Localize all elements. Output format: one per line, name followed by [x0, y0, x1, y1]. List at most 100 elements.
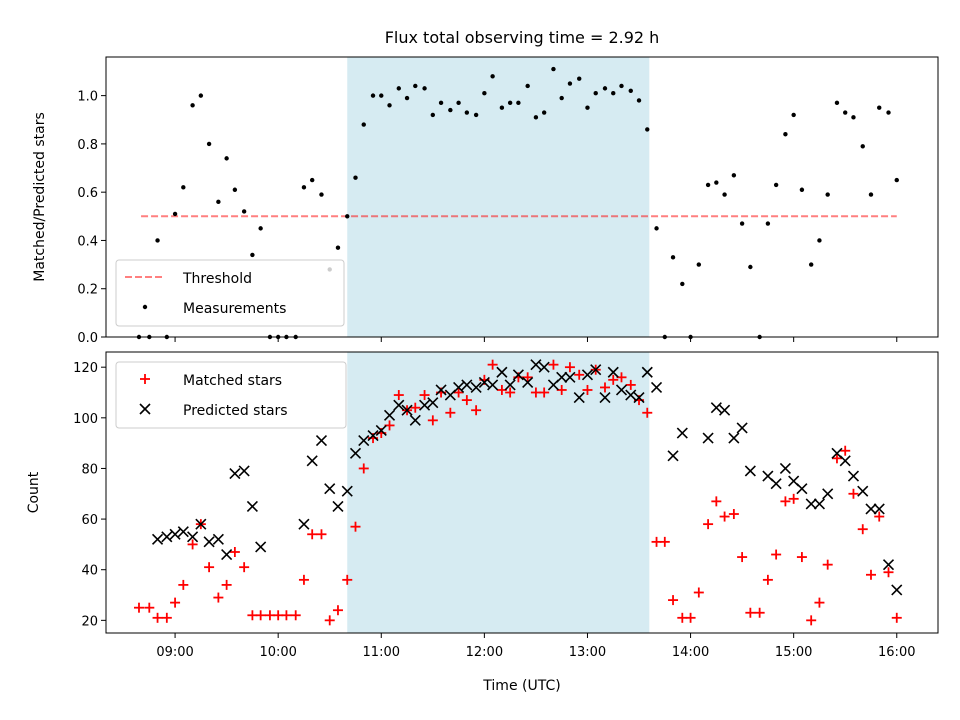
ratio-panel-frame [105, 56, 939, 338]
predicted-point-d2 [246, 500, 258, 512]
observing-band-bottom [347, 352, 650, 633]
matched-point [170, 597, 181, 608]
measurement-point [773, 182, 779, 188]
predicted-point-d2 [599, 392, 611, 404]
measurement-point [456, 100, 461, 106]
matched-point [891, 612, 902, 623]
matched-point [505, 387, 516, 398]
x-tick-label: 09:00 [156, 645, 193, 660]
predicted-point-d2 [873, 503, 885, 515]
predicted-point [770, 478, 782, 490]
measurement-point [825, 192, 830, 197]
matched-point [822, 559, 833, 570]
y-tick-label: 0.8 [77, 138, 98, 153]
matched-point [324, 615, 335, 626]
predicted-point [358, 435, 370, 447]
matched-point [471, 405, 482, 416]
predicted-point [581, 369, 594, 381]
matched-point [350, 521, 361, 532]
measurement-point [748, 264, 753, 270]
x-tick-label: 13:00 [569, 645, 606, 660]
measurement-point [216, 199, 221, 205]
measurement-point [482, 91, 487, 96]
measurement-point [490, 74, 495, 79]
predicted-point-d2 [238, 465, 250, 477]
measurement-point [379, 93, 384, 98]
y-tick-label: 80 [81, 462, 98, 477]
predicted-point-d2 [607, 366, 619, 378]
predicted-point-d2 [762, 470, 774, 482]
predicted-point [375, 424, 387, 437]
legend-predicted-label: Predicted stars [183, 403, 288, 419]
measurement-point [868, 192, 874, 197]
predicted-point [633, 392, 645, 404]
matched-point [703, 519, 714, 530]
predicted-point [435, 384, 447, 396]
predicted-point-d2 [719, 404, 731, 416]
x-tick-label: 15:00 [775, 645, 812, 660]
matched-point [780, 496, 791, 507]
predicted-point-d2 [161, 531, 173, 543]
predicted-point [873, 503, 885, 515]
matched-point [133, 602, 144, 613]
legend-matched-label: Matched stars [183, 373, 282, 389]
predicted-point-d2 [573, 392, 585, 404]
x-tick-label: 16:00 [878, 645, 915, 660]
matched-point [737, 552, 748, 563]
predicted-point [161, 531, 173, 543]
predicted-point [590, 364, 602, 376]
ratio-panel: 0.0 0.2 0.4 0.6 0.8 1.0 Matched/Predicted sta… [32, 56, 939, 346]
predicted-point-d2 [564, 371, 576, 383]
count-y-label: Count [26, 471, 42, 513]
predicted-point-d2 [728, 432, 740, 444]
measurement-point [232, 187, 238, 192]
chart-title: Flux total observing time = 2.92 h [385, 28, 660, 47]
predicted-point-d2 [187, 531, 199, 543]
matched-point [358, 463, 369, 474]
matched-point [796, 552, 807, 563]
predicted-point [556, 371, 568, 383]
predicted-point [822, 488, 834, 500]
predicted-point-d2 [496, 366, 508, 378]
measurement-point [860, 144, 865, 149]
predicted-point [573, 392, 585, 404]
matched-point [711, 496, 722, 507]
predicted-point-d2 [221, 548, 233, 561]
predicted-point-d2 [341, 485, 353, 497]
measurement-point [577, 76, 582, 81]
matched-point [281, 610, 292, 621]
matched-point [298, 574, 309, 585]
predicted-point [710, 402, 722, 414]
y-tick-label: 1.0 [77, 90, 98, 105]
measurement-point [714, 180, 719, 185]
matched-point [582, 384, 593, 395]
measurement-point [619, 83, 624, 89]
predicted-point-d2 [676, 427, 688, 439]
measurement-point [473, 112, 479, 118]
predicted-point-d2 [770, 478, 782, 490]
predicted-point-d2 [504, 379, 516, 391]
measurement-point [705, 182, 711, 188]
y-tick-label: 20 [81, 614, 98, 629]
matched-point [461, 395, 472, 406]
predicted-point [419, 399, 431, 411]
predicted-point [453, 381, 465, 394]
measurement-point [353, 175, 358, 180]
predicted-point [229, 467, 241, 480]
measurement-point [499, 105, 505, 110]
predicted-point-d2 [151, 533, 164, 545]
matched-point [419, 390, 430, 401]
matched-point [393, 390, 404, 401]
predicted-point [744, 465, 756, 477]
predicted-point [496, 366, 508, 378]
y-tick-label: 0.4 [77, 234, 98, 249]
predicted-point-d2 [822, 488, 834, 500]
predicted-point [607, 366, 619, 378]
y-tick-label: 60 [81, 513, 98, 528]
matched-point [290, 610, 301, 621]
predicted-point [315, 435, 328, 447]
predicted-point [736, 422, 748, 434]
measurement-point [525, 83, 530, 89]
predicted-point [615, 384, 628, 396]
legend-predicted-swatch-d2 [139, 403, 151, 415]
